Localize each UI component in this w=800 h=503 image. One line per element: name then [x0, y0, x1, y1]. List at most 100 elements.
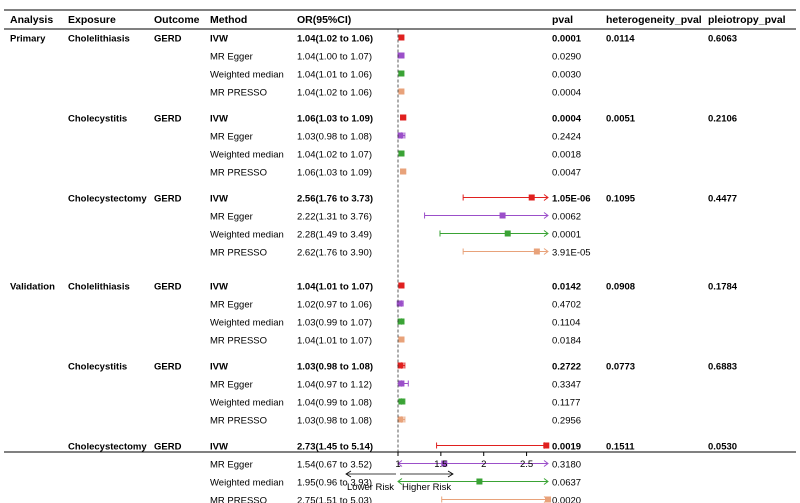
or-ci-text: 1.06(1.03 to 1.09) [297, 168, 372, 179]
point-estimate [499, 212, 506, 219]
method-label: MR PRESSO [210, 168, 267, 179]
higher-risk-arrow-head [447, 470, 454, 478]
pleiotropy-pval: 0.6883 [708, 362, 737, 373]
header-pleiotropy: pleiotropy_pval [708, 14, 786, 26]
header-method: Method [210, 14, 247, 26]
or-ci-text: 1.04(0.97 to 1.12) [297, 380, 372, 391]
pleiotropy-pval: 0.0530 [708, 442, 737, 453]
heterogeneity-pval: 0.1095 [606, 194, 636, 205]
ci-arrow-right [543, 230, 549, 237]
point-estimate [476, 478, 483, 485]
outcome-label: GERD [154, 194, 182, 205]
method-label: MR Egger [210, 212, 253, 223]
pleiotropy-pval: 0.6063 [708, 34, 737, 45]
pval-text: 0.0004 [552, 88, 581, 99]
pval-text: 0.2956 [552, 416, 581, 427]
header-outcome: Outcome [154, 14, 200, 26]
or-ci-text: 1.03(0.99 to 1.07) [297, 318, 372, 329]
outcome-label: GERD [154, 34, 182, 45]
method-label: MR Egger [210, 300, 253, 311]
or-ci-text: 2.62(1.76 to 3.90) [297, 248, 372, 259]
pval-text: 0.0001 [552, 34, 582, 45]
or-ci-text: 1.04(1.01 to 1.07) [297, 282, 373, 293]
pval-text: 0.0004 [552, 114, 582, 125]
pval-text: 3.91E-05 [552, 248, 591, 259]
heterogeneity-pval: 0.0773 [606, 362, 635, 373]
ci-arrow-right [543, 194, 549, 201]
x-tick-label: 2.5 [520, 459, 533, 470]
outcome-label: GERD [154, 362, 182, 373]
pval-text: 0.0290 [552, 52, 581, 63]
x-tick-label: 1.5 [434, 459, 447, 470]
exposure-label: Cholelithiasis [68, 34, 130, 45]
or-ci-text: 1.03(0.98 to 1.08) [297, 362, 373, 373]
point-estimate [441, 460, 448, 467]
outcome-label: GERD [154, 282, 182, 293]
header-pval: pval [552, 14, 573, 26]
point-estimate [533, 248, 540, 255]
pval-text: 0.0142 [552, 282, 581, 293]
point-estimate [543, 442, 550, 449]
point-estimate [398, 282, 405, 289]
method-label: Weighted median [210, 70, 284, 81]
or-ci-text: 1.04(1.00 to 1.07) [297, 52, 372, 63]
header-analysis: Analysis [10, 14, 53, 26]
exposure-label: Cholecystitis [68, 362, 127, 373]
method-label: Weighted median [210, 318, 284, 329]
exposure-label: Cholecystectomy [68, 442, 147, 453]
pval-text: 0.4702 [552, 300, 581, 311]
or-ci-text: 1.04(1.02 to 1.07) [297, 150, 372, 161]
outcome-label: GERD [154, 442, 182, 453]
or-ci-text: 1.04(1.01 to 1.07) [297, 336, 372, 347]
point-estimate [398, 150, 405, 157]
method-label: IVW [210, 194, 228, 205]
pleiotropy-pval: 0.4477 [708, 194, 737, 205]
pval-text: 0.2722 [552, 362, 581, 373]
or-ci-text: 1.95(0.96 to 3.93) [297, 478, 372, 489]
point-estimate [528, 194, 535, 201]
ci-arrow-right [543, 478, 549, 485]
method-label: IVW [210, 34, 228, 45]
pval-text: 0.0047 [552, 168, 581, 179]
ci-arrow-right [543, 460, 549, 467]
heterogeneity-pval: 0.0908 [606, 282, 635, 293]
pval-text: 0.0019 [552, 442, 581, 453]
or-ci-text: 1.02(0.97 to 1.06) [297, 300, 372, 311]
higher-risk-label: Higher Risk [402, 482, 451, 493]
or-ci-text: 1.03(0.98 to 1.08) [297, 132, 372, 143]
or-ci-text: 1.54(0.67 to 3.52) [297, 460, 372, 471]
or-ci-text: 2.28(1.49 to 3.49) [297, 230, 372, 241]
point-estimate [398, 70, 405, 77]
method-label: MR PRESSO [210, 248, 267, 259]
or-ci-text: 2.22(1.31 to 3.76) [297, 212, 372, 223]
method-label: MR Egger [210, 132, 253, 143]
exposure-label: Cholecystectomy [68, 194, 147, 205]
x-tick-label: 1 [395, 459, 400, 470]
method-label: Weighted median [210, 150, 284, 161]
pval-text: 0.0637 [552, 478, 581, 489]
method-label: Weighted median [210, 478, 284, 489]
pval-text: 0.0020 [552, 496, 581, 503]
or-ci-text: 1.04(1.01 to 1.06) [297, 70, 372, 81]
method-label: MR Egger [210, 52, 253, 63]
or-ci-text: 1.03(0.98 to 1.08) [297, 416, 372, 427]
point-estimate [398, 398, 405, 405]
heterogeneity-pval: 0.0051 [606, 114, 636, 125]
or-ci-text: 2.56(1.76 to 3.73) [297, 194, 373, 205]
point-estimate [397, 416, 404, 423]
point-estimate [400, 114, 407, 121]
pleiotropy-pval: 0.1784 [708, 282, 738, 293]
analysis-label: Primary [10, 34, 46, 45]
method-label: MR PRESSO [210, 416, 267, 427]
ci-arrow-left [397, 460, 403, 467]
method-label: MR Egger [210, 380, 253, 391]
point-estimate [397, 362, 404, 369]
outcome-label: GERD [154, 114, 182, 125]
or-ci-text: 2.75(1.51 to 5.03) [297, 496, 372, 503]
pval-text: 0.0018 [552, 150, 581, 161]
pval-text: 0.0062 [552, 212, 581, 223]
method-label: IVW [210, 442, 228, 453]
x-tick-label: 2 [481, 459, 486, 470]
method-label: IVW [210, 362, 228, 373]
method-label: MR PRESSO [210, 336, 267, 347]
